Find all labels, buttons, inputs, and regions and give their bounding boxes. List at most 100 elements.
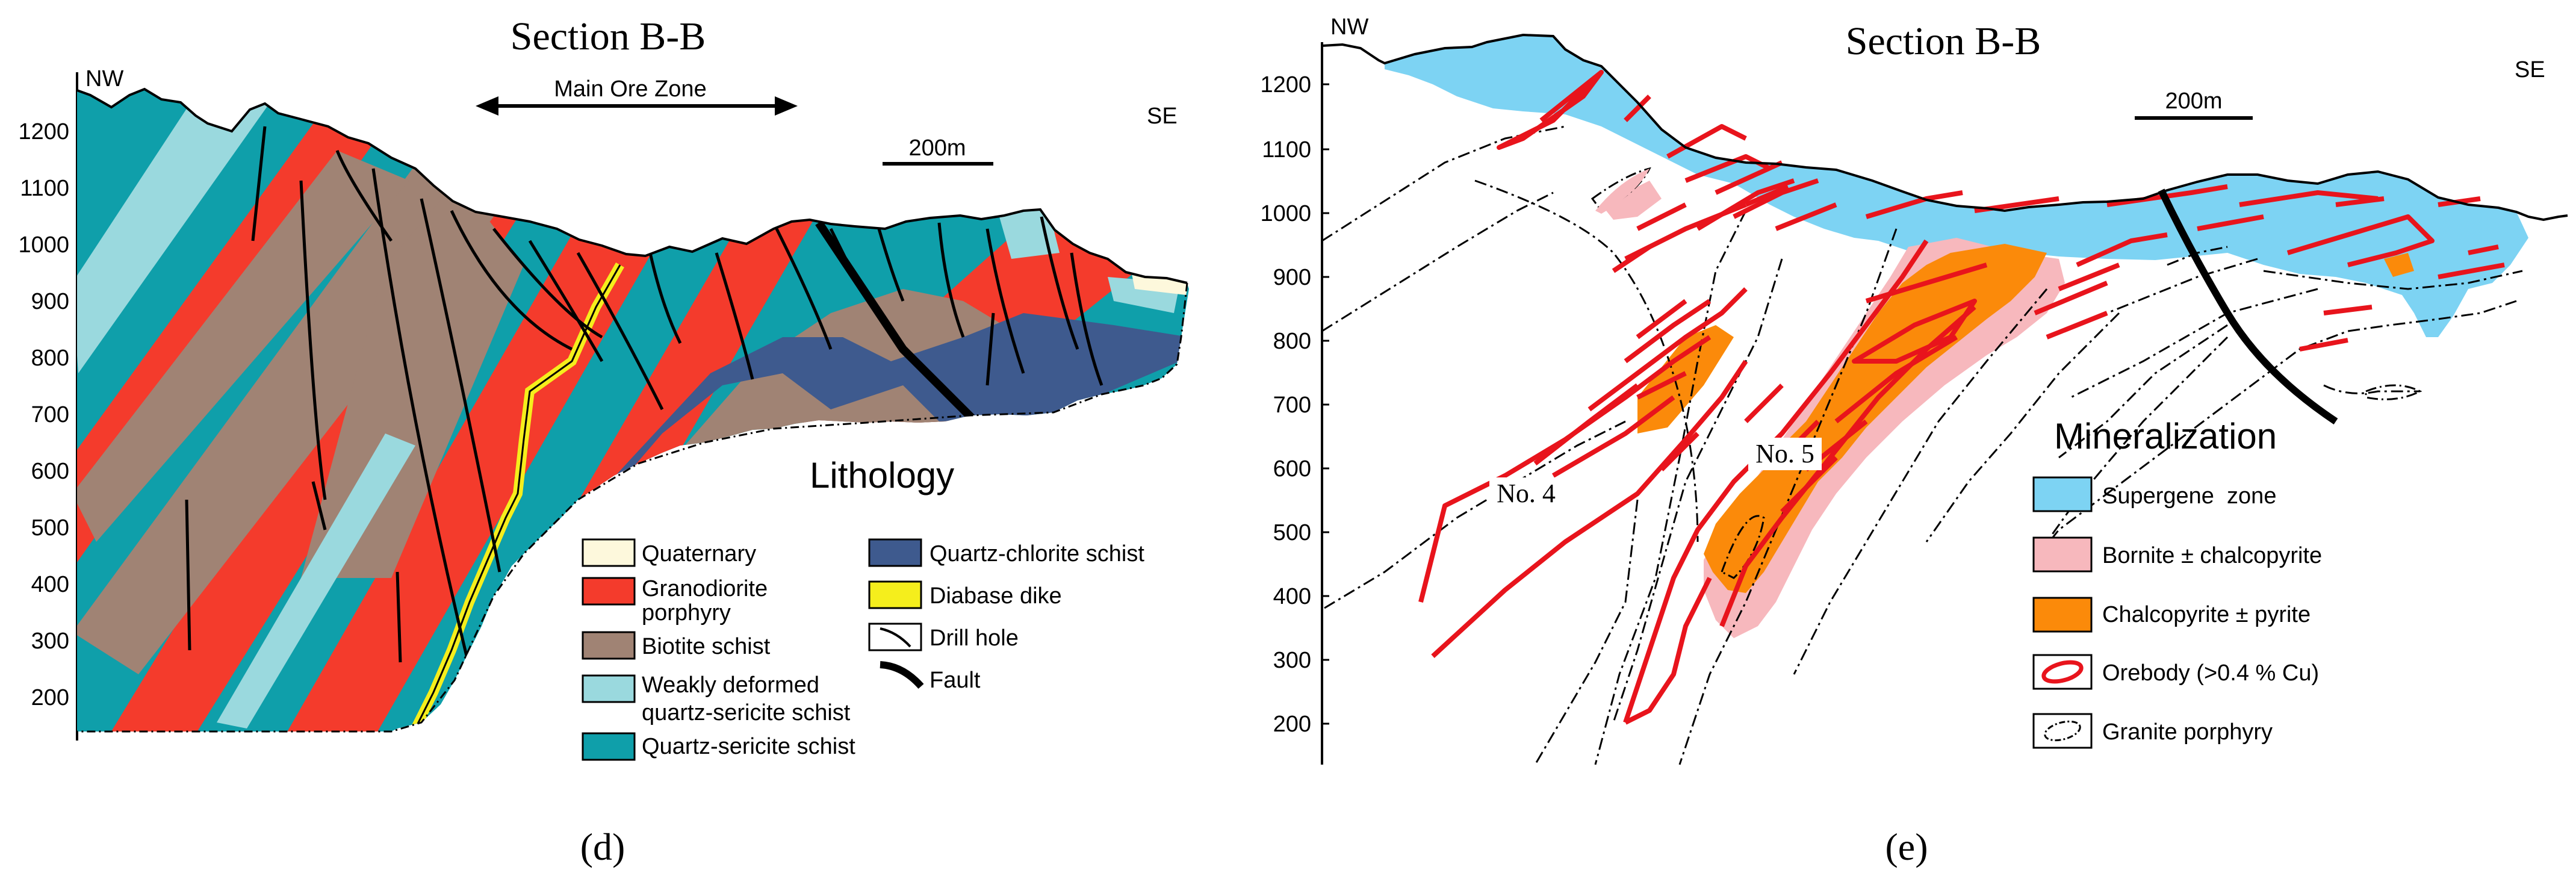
legend-label-quartz-chlorite-schist: Quartz-chlorite schist — [930, 541, 1144, 567]
panel-e-tick-400: 400 — [1273, 584, 1311, 609]
panel-e-tick-600: 600 — [1273, 456, 1311, 482]
chalcopyrite-zone-area-3 — [2384, 253, 2414, 277]
orebody-outline-icon — [2041, 660, 2084, 684]
main-ore-zone-arrow: Main Ore Zone — [476, 76, 798, 116]
lithology-cross-section — [77, 89, 1189, 731]
swatch-diabase-dike — [868, 580, 922, 609]
panel-e-scale-label: 200m — [2165, 89, 2222, 114]
panel-d-tick-800: 800 — [31, 346, 69, 371]
legend-label-chalcopyrite: Chalcopyrite ± pyrite — [2102, 602, 2311, 627]
panel-d-y-axis: 1200 1100 1000 900 800 700 600 500 400 3… — [18, 72, 84, 741]
legend-item-granodiorite-porphyry: Granodiorite porphyry — [582, 576, 768, 626]
legend-label-diabase-dike: Diabase dike — [930, 583, 1062, 609]
swatch-quartz-sericite-schist — [582, 732, 636, 761]
panel-e-se-label: SE — [2515, 57, 2545, 82]
lithology-legend-title: Lithology — [810, 455, 954, 495]
panel-e-fault-line — [2158, 188, 2338, 424]
swatch-quartz-chlorite-schist — [868, 538, 922, 567]
legend-label-orebody: Orebody (>0.4 % Cu) — [2102, 660, 2319, 686]
legend-label-fault: Fault — [930, 668, 981, 693]
legend-label-quaternary: Quaternary — [642, 541, 756, 567]
bornite-zone-area — [1704, 238, 2065, 638]
main-ore-zone-label: Main Ore Zone — [554, 76, 706, 102]
panel-d-tick-1200: 1200 — [18, 119, 69, 144]
legend-label-drill-hole: Drill hole — [930, 626, 1019, 651]
panel-d-tick-300: 300 — [31, 629, 69, 654]
swatch-biotite-schist — [582, 631, 636, 660]
panel-e-tick-900: 900 — [1273, 265, 1311, 290]
panel-e-tick-300: 300 — [1273, 648, 1311, 673]
swatch-granodiorite-porphyry — [582, 577, 636, 606]
panel-e-scale-bar: 200m — [2135, 89, 2253, 120]
granite-porphyry-outline-icon — [2044, 720, 2081, 742]
legend-label-supergene-zone: Supergene zone — [2102, 483, 2276, 509]
orebody-label-no5: No. 5 — [1748, 438, 1822, 470]
swatch-weakly-deformed-schist — [582, 674, 636, 703]
legend-item-bornite: Bornite ± chalcopyrite — [2032, 536, 2322, 573]
panel-d-tick-600: 600 — [31, 459, 69, 484]
panel-d-scale-bar: 200m — [883, 135, 993, 166]
legend-item-weakly-deformed-schist: Weakly deformed quartz-sericite schist — [582, 672, 851, 725]
orebody-label-no4: No. 4 — [1489, 477, 1563, 510]
swatch-quaternary — [582, 538, 636, 567]
panel-e-tick-1100: 1100 — [1262, 137, 1311, 163]
panel-e: Section B-B NW SE 200m 1200 — [1260, 14, 2568, 868]
swatch-bornite — [2032, 536, 2093, 573]
legend-label-weakly-deformed-line2: quartz-sericite schist — [642, 700, 851, 725]
orebody-label-no5-text: No. 5 — [1755, 439, 1814, 468]
panel-d-tick-900: 900 — [31, 289, 69, 314]
panel-d-tick-500: 500 — [31, 515, 69, 541]
mineralization-legend-title: Mineralization — [2054, 416, 2277, 456]
panel-d-tick-1000: 1000 — [18, 232, 69, 258]
panel-d-caption: (d) — [580, 825, 625, 868]
panel-e-title: Section B-B — [1846, 19, 2041, 63]
drill-hole-icon — [880, 627, 911, 648]
fault-line — [815, 220, 990, 436]
panel-e-tick-800: 800 — [1273, 329, 1311, 354]
mineralization-cross-section — [1321, 33, 2568, 765]
panel-e-topography-outline — [1321, 33, 2568, 222]
bornite-zone-area-2 — [1601, 181, 1662, 220]
legend-item-orebody: Orebody (>0.4 % Cu) — [2032, 654, 2319, 690]
swatch-chalcopyrite — [2032, 597, 2093, 633]
panel-e-tick-1000: 1000 — [1260, 201, 1311, 226]
legend-item-quaternary: Quaternary — [582, 538, 756, 567]
legend-item-granite-porphyry: Granite porphyry — [2032, 713, 2273, 749]
panel-e-tick-200: 200 — [1273, 712, 1311, 737]
panel-e-tick-1200: 1200 — [1260, 72, 1311, 98]
panel-d-base-outline — [77, 282, 1188, 733]
panel-e-tick-700: 700 — [1273, 393, 1311, 418]
panel-e-y-axis: 1200 1100 1000 900 800 700 600 500 400 3… — [1260, 42, 1329, 765]
legend-label-weakly-deformed-line1: Weakly deformed — [642, 672, 819, 698]
legend-label-biotite-schist: Biotite schist — [642, 634, 771, 659]
panel-d-scale-label: 200m — [908, 135, 966, 161]
panel-d-topography-outline — [76, 87, 1188, 284]
legend-item-drill-hole: Drill hole — [868, 623, 1019, 651]
legend-item-biotite-schist: Biotite schist — [582, 631, 771, 660]
swatch-supergene-zone — [2032, 476, 2093, 512]
orebody-label-no4-text: No. 4 — [1497, 479, 1556, 508]
supergene-zone-area — [1385, 35, 2528, 337]
panel-e-nw-label: NW — [1330, 14, 1368, 40]
legend-item-supergene-zone: Supergene zone — [2032, 476, 2276, 512]
panel-d-title: Section B-B — [511, 14, 706, 58]
panel-e-caption: (e) — [1885, 825, 1928, 868]
panel-d-tick-200: 200 — [31, 685, 69, 710]
panel-d: Section B-B NW SE Main Ore Zone 200m — [18, 14, 1189, 868]
panel-d-tick-700: 700 — [31, 402, 69, 427]
panel-d-tick-1100: 1100 — [20, 176, 69, 201]
panel-d-tick-400: 400 — [31, 572, 69, 597]
mineralization-legend: Supergene zone Bornite ± chalcopyrite Ch… — [2032, 476, 2322, 749]
legend-label-bornite: Bornite ± chalcopyrite — [2102, 543, 2322, 568]
panel-d-nw-label: NW — [85, 66, 123, 92]
legend-item-chalcopyrite: Chalcopyrite ± pyrite — [2032, 597, 2311, 633]
fault-icon — [880, 661, 924, 689]
lithology-legend: Quaternary Granodiorite porphyry Biotite… — [582, 538, 1144, 761]
legend-item-quartz-sericite-schist: Quartz-sericite schist — [582, 732, 855, 761]
legend-item-diabase-dike: Diabase dike — [868, 580, 1062, 609]
legend-item-quartz-chlorite-schist: Quartz-chlorite schist — [868, 538, 1144, 567]
legend-label-granite-porphyry: Granite porphyry — [2102, 719, 2273, 745]
legend-label-quartz-sericite-schist: Quartz-sericite schist — [642, 734, 855, 759]
legend-item-fault: Fault — [880, 661, 981, 693]
